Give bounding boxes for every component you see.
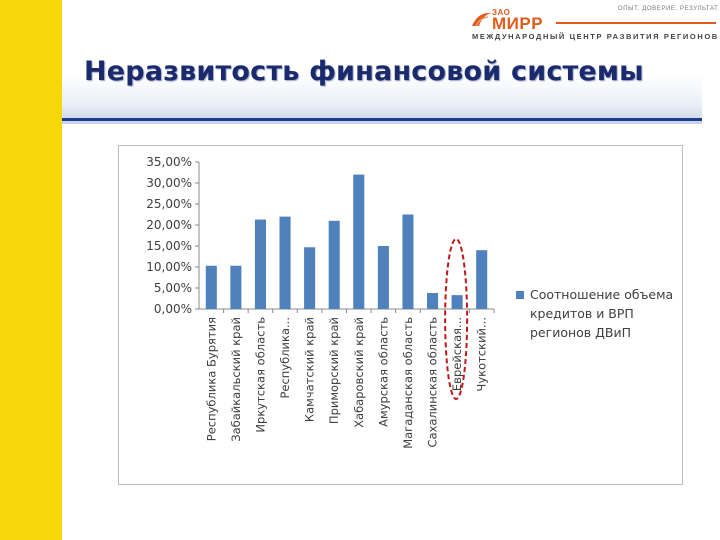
bar (377, 246, 389, 309)
legend-label: кредитов и ВРП (530, 306, 634, 321)
x-category-label: Забайкальский край (229, 317, 243, 442)
bar (279, 216, 291, 309)
bar (402, 214, 414, 309)
legend-swatch (516, 291, 524, 299)
legend-label: Соотношение объема (530, 287, 673, 302)
bar (205, 265, 217, 309)
slide-title: Неразвитость финансовой системы (84, 56, 644, 87)
logo-divider (556, 22, 716, 24)
x-category-label: Амурская область (376, 317, 390, 427)
highlight-ellipse (444, 238, 469, 400)
logo-tagline: ОПЫТ. ДОВЕРИЕ. РЕЗУЛЬТАТ (618, 6, 719, 12)
logo-subtitle: МЕЖДУНАРОДНЫЙ ЦЕНТР РАЗВИТИЯ РЕГИОНОВ (472, 32, 719, 41)
y-tick-label: 30,00% (146, 176, 192, 190)
logo-prefix: ЗАО (492, 8, 511, 17)
bar (254, 219, 266, 309)
x-category-label: Сахалинская область (426, 317, 440, 448)
x-category-label: Иркутская область (253, 317, 267, 433)
logo-name: МИРР (492, 14, 544, 33)
title-banner (62, 48, 702, 124)
bar (427, 293, 439, 309)
chart-frame: 0,00% 5,00% 10,00% 15,00% 20,00% 25,00% 30,00%… (118, 145, 683, 485)
x-category-label: Хабаровский край (352, 317, 366, 428)
y-tick-label: 10,00% (146, 260, 192, 274)
left-accent-bar (0, 0, 62, 540)
y-tick-label: 5,00% (154, 281, 192, 295)
bar (304, 247, 316, 309)
x-category-label: Республика... (278, 317, 292, 399)
x-category-label: Приморский край (327, 317, 341, 424)
bar (328, 220, 340, 309)
x-category-label: Республика Бурятия (204, 317, 218, 441)
y-tick-label: 15,00% (146, 239, 192, 253)
x-category-label: Чукотский... (475, 317, 489, 392)
y-tick-label: 20,00% (146, 218, 192, 232)
legend-label: регионов ДВиП (530, 325, 631, 340)
logo-swoosh-icon (472, 12, 491, 27)
bar (476, 250, 488, 309)
y-tick-label: 25,00% (146, 197, 192, 211)
y-tick-label: 35,00% (146, 155, 192, 169)
x-category-label: Еврейская... (450, 317, 464, 391)
x-category-label: Магаданская область (401, 317, 415, 449)
bar (230, 265, 242, 309)
bar (451, 295, 463, 309)
bar (353, 174, 365, 309)
bar-chart: 0,00% 5,00% 10,00% 15,00% 20,00% 25,00% 30,00%… (146, 155, 673, 449)
title-underline (62, 118, 702, 121)
x-category-label: Камчатский край (303, 317, 317, 422)
y-tick-label: 0,00% (154, 302, 192, 316)
